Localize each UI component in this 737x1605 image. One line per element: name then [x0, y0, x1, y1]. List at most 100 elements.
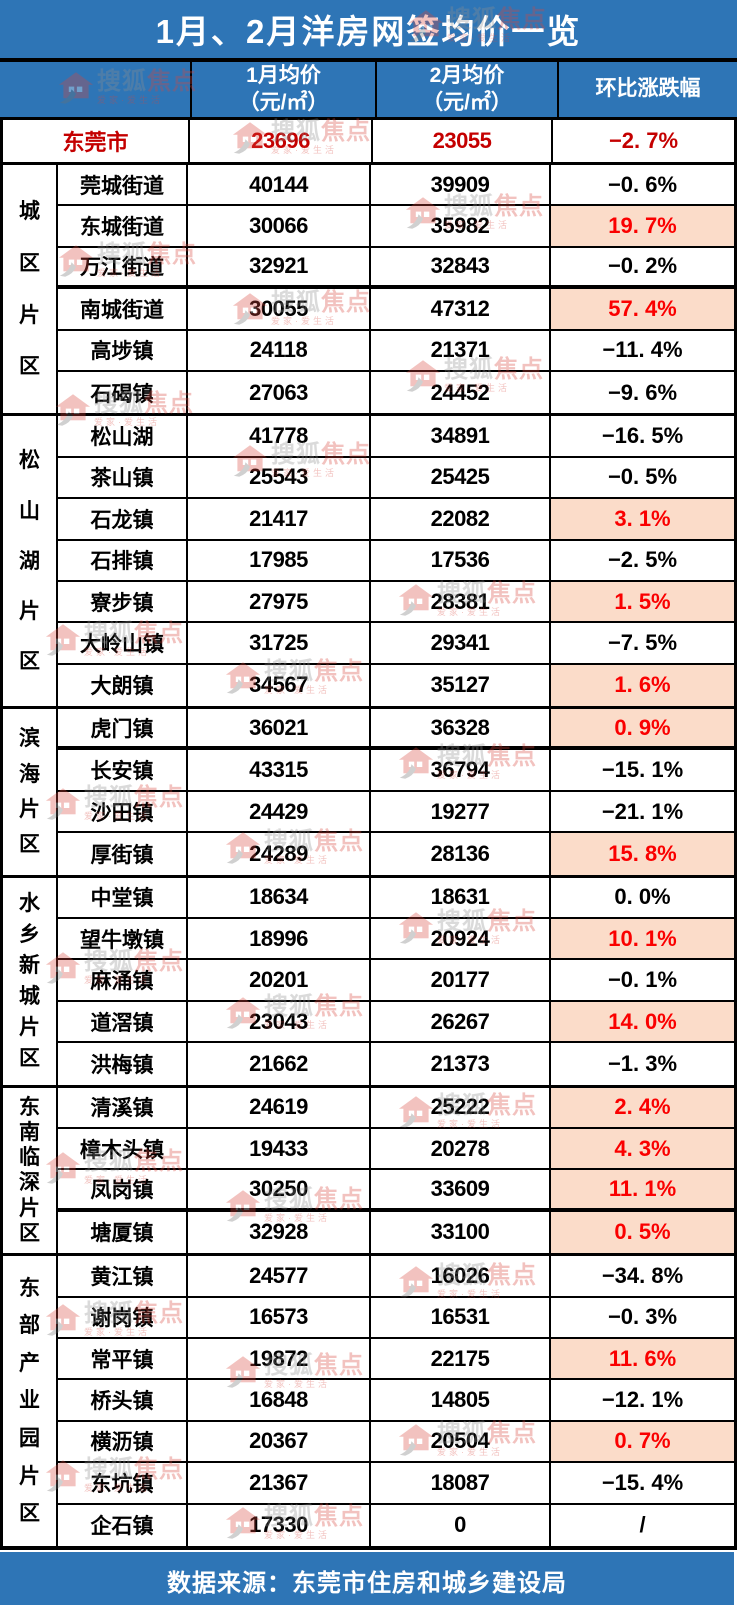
city-total-row: 东莞市 23696 23055 −2. 7% — [3, 120, 734, 165]
feb-price-cell: 34891 — [371, 416, 551, 456]
table-row: 石碣镇 27063 24452 −9. 6% — [58, 371, 734, 414]
table-row: 寮步镇 27975 28381 1. 5% — [58, 581, 734, 624]
feb-price-cell: 17536 — [371, 540, 551, 580]
feb-price-cell: 18087 — [371, 1463, 551, 1503]
mom-change-cell: −21. 1% — [601, 798, 684, 824]
town-name: 万江街道 — [58, 247, 188, 286]
table-row: 麻涌镇 20201 20177 −0. 1% — [58, 960, 734, 1002]
town-name: 清溪镇 — [58, 1087, 188, 1127]
jan-price-cell: 16573 — [188, 1297, 371, 1337]
jan-price-cell: 23696 — [190, 120, 373, 162]
table-body: 东莞市 23696 23055 −2. 7% 城区片区莞城街道 40144 3990… — [0, 120, 737, 1550]
group-rows: 松山湖 41778 34891 −16. 5% 茶山镇 25543 25425 −0. 5% 石… — [58, 416, 734, 707]
town-name: 石排镇 — [58, 540, 188, 580]
mom-change-cell: −9. 6% — [607, 379, 678, 405]
group-label-char: 东 — [19, 1276, 40, 1300]
mom-change-cell: −15. 4% — [601, 1469, 684, 1495]
table-row: 万江街道 32921 32843 −0. 2% — [58, 247, 734, 290]
table-row: 大岭山镇 31725 29341 −7. 5% — [58, 623, 734, 665]
feb-price-cell: 36328 — [371, 709, 551, 747]
group-label-char: 区 — [19, 1502, 40, 1526]
jan-price-cell: 32921 — [188, 247, 371, 286]
town-name: 道滘镇 — [58, 1001, 188, 1042]
town-name: 南城街道 — [58, 289, 188, 329]
mom-change-cell: −7. 5% — [607, 629, 678, 655]
group-label-char: 区 — [19, 1047, 40, 1071]
mom-change-cell: −2. 7% — [608, 128, 679, 153]
table-row: 莞城街道 40144 39909 −0. 6% — [58, 165, 734, 207]
town-name: 寮步镇 — [58, 581, 188, 622]
group-label-char: 部 — [19, 1314, 40, 1338]
jan-price-cell: 21662 — [188, 1043, 371, 1085]
group-label-char: 东 — [19, 1095, 40, 1119]
table-row: 东城街道 30066 35982 19. 7% — [58, 206, 734, 248]
mom-change-cell: −0. 2% — [607, 253, 678, 279]
column-header-jan-price: 1月均价 （元/㎡） — [190, 62, 375, 117]
table-row: 常平镇 19872 22175 11. 6% — [58, 1338, 734, 1381]
mom-change-cell: 2. 4% — [551, 1087, 734, 1127]
mom-change-cell: 1. 6% — [551, 664, 734, 707]
group-label-char: 新 — [19, 954, 40, 978]
jan-price-cell: 40144 — [188, 165, 371, 205]
group-label-char: 城 — [19, 199, 40, 223]
mom-change-cell: −1. 3% — [607, 1050, 678, 1076]
group-label-char: 水 — [19, 891, 40, 915]
jan-price-cell: 32928 — [188, 1211, 371, 1254]
group-label: 水乡新城片区 — [3, 877, 58, 1085]
mom-change-cell: −15. 1% — [601, 757, 684, 783]
mom-change-cell: 11. 6% — [551, 1338, 734, 1379]
group-section: 东南临深片区清溪镇 24619 25222 2. 4% 樟木头镇 19433 20278 4.… — [3, 1087, 734, 1257]
group-label: 东南临深片区 — [3, 1087, 58, 1254]
group-label-char: 区 — [19, 1221, 40, 1245]
group-label-char: 松 — [19, 449, 40, 473]
mom-change-cell: −0. 6% — [607, 171, 678, 197]
table-row: 横沥镇 20367 20504 0. 7% — [58, 1421, 734, 1464]
city-name: 东莞市 — [3, 120, 190, 162]
table-row: 望牛墩镇 18996 20924 10. 1% — [58, 919, 734, 961]
table-row: 松山湖 41778 34891 −16. 5% — [58, 416, 734, 458]
group-label-char: 片 — [19, 303, 40, 327]
group-rows: 清溪镇 24619 25222 2. 4% 樟木头镇 19433 20278 4. 3% 凤岗镇… — [58, 1087, 734, 1254]
jan-price-cell: 17985 — [188, 540, 371, 580]
town-name: 企石镇 — [58, 1504, 188, 1546]
mom-change-cell: 0. 5% — [551, 1211, 734, 1254]
town-name: 桥头镇 — [58, 1380, 188, 1420]
table-row: 塘厦镇 32928 33100 0. 5% — [58, 1211, 734, 1254]
group-label-char: 区 — [19, 833, 40, 857]
town-name: 麻涌镇 — [58, 960, 188, 1000]
feb-price-cell: 29341 — [371, 623, 551, 663]
group-label-char: 深 — [19, 1171, 40, 1195]
town-name: 沙田镇 — [58, 791, 188, 832]
group-label-char: 产 — [19, 1351, 40, 1375]
mom-change-cell: 0. 7% — [551, 1421, 734, 1462]
table-row: 凤岗镇 30250 33609 11. 1% — [58, 1170, 734, 1212]
table-row: 厚街镇 24289 28136 15. 8% — [58, 833, 734, 875]
mom-change-cell: 14. 0% — [551, 1001, 734, 1042]
jan-price-cell: 24289 — [188, 833, 371, 875]
group-label: 滨海片区 — [3, 709, 58, 875]
mom-change-cell: 57. 4% — [551, 289, 734, 329]
jan-price-cell: 30066 — [188, 206, 371, 246]
feb-price-cell: 23055 — [373, 120, 553, 162]
feb-price-cell: 25222 — [371, 1087, 551, 1127]
group-label-char: 片 — [19, 1196, 40, 1220]
town-name: 中堂镇 — [58, 877, 188, 918]
jan-price-cell: 23043 — [188, 1001, 371, 1042]
group-label-char: 湖 — [19, 549, 40, 573]
feb-price-cell: 25425 — [371, 457, 551, 498]
group-section: 松山湖片区松山湖 41778 34891 −16. 5% 茶山镇 25543 25425 −0… — [3, 416, 734, 710]
table-row: 企石镇 17330 0 / — [58, 1504, 734, 1546]
town-name: 黄江镇 — [58, 1256, 188, 1296]
column-header-feb-price: 2月均价 （元/㎡） — [375, 62, 557, 117]
group-label-char: 园 — [19, 1427, 40, 1451]
jan-price-cell: 18634 — [188, 877, 371, 918]
feb-price-cell: 20504 — [371, 1421, 551, 1462]
group-label-char: 片 — [19, 599, 40, 623]
town-name: 松山湖 — [58, 416, 188, 456]
group-label-char: 乡 — [19, 922, 40, 946]
column-header-region — [0, 62, 190, 117]
town-name: 常平镇 — [58, 1338, 188, 1379]
feb-price-cell: 32843 — [371, 247, 551, 286]
jan-price-cell: 24429 — [188, 791, 371, 832]
